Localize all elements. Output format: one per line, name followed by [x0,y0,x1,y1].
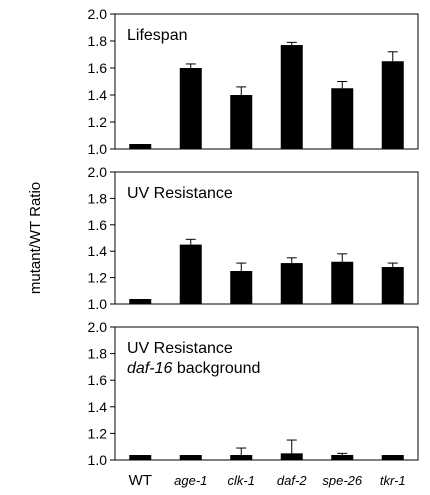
y-tick-label: 2.0 [88,319,108,335]
bar-age-1 [179,244,202,304]
bar-WT [129,144,152,149]
category-label: clk-1 [228,473,255,488]
panel-3: 1.0 1.2 1.4 1.6 1.8 2.0 UV Resistance daf-16 ba… [88,319,419,468]
y-tick-label: 2.0 [88,164,108,180]
y-tick-label: 1.6 [88,60,108,76]
bar-WT [129,455,152,460]
bar-clk-1 [230,455,253,460]
bar-age-1 [179,68,202,149]
panel-title: Lifespan [127,27,188,44]
y-tick-label: 1.4 [88,243,108,259]
y-tick-label: 1.6 [88,217,108,233]
panel-title: UV Resistance [127,340,233,357]
plot-frame [114,13,419,150]
y-tick-label: 1.4 [88,399,108,415]
bar-clk-1 [230,271,253,304]
bar-clk-1 [230,95,253,149]
bar-age-1 [179,455,202,460]
category-label: daf-2 [277,473,307,488]
y-tick-label: 1.0 [88,452,108,468]
y-tick-label: 1.2 [88,425,108,441]
panel-1: 1.0 1.2 1.4 1.6 1.8 2.0 Lifespan [88,6,419,157]
category-label: spe-26 [322,473,363,488]
y-tick-label: 1.0 [88,141,108,157]
y-axis-label: mutant/WT Ratio [27,182,44,294]
plot-frame [114,171,419,305]
y-tick-label: 2.0 [88,6,108,22]
bar-tkr-1 [381,455,404,460]
panel-subtitle-italic: daf-16 [127,360,172,377]
y-tick-label: 1.8 [88,346,108,362]
bar-daf-2 [280,45,303,149]
plot-frame [114,326,419,461]
category-label: WT [129,472,152,489]
bar-spe-26 [331,455,354,460]
y-tick-label: 1.8 [88,33,108,49]
y-tick-label: 1.0 [88,296,108,312]
category-label: tkr-1 [380,473,406,488]
bar-daf-2 [280,453,303,460]
panel-title: UV Resistance [127,185,233,202]
bar-spe-26 [331,261,354,304]
bar-WT [129,299,152,304]
panel-subtitle: daf-16 background [127,360,260,377]
panel-subtitle-normal: background [172,360,260,377]
y-tick-label: 1.6 [88,372,108,388]
category-label: age-1 [174,473,207,488]
bar-tkr-1 [381,61,404,149]
bar-spe-26 [331,88,354,149]
y-tick-label: 1.4 [88,87,108,103]
y-tick-label: 1.8 [88,190,108,206]
y-tick-label: 1.2 [88,114,108,130]
y-tick-label: 1.2 [88,270,108,286]
panel-2: 1.0 1.2 1.4 1.6 1.8 2.0 UV Resistance [88,164,419,312]
bar-daf-2 [280,263,303,304]
bar-tkr-1 [381,267,404,304]
